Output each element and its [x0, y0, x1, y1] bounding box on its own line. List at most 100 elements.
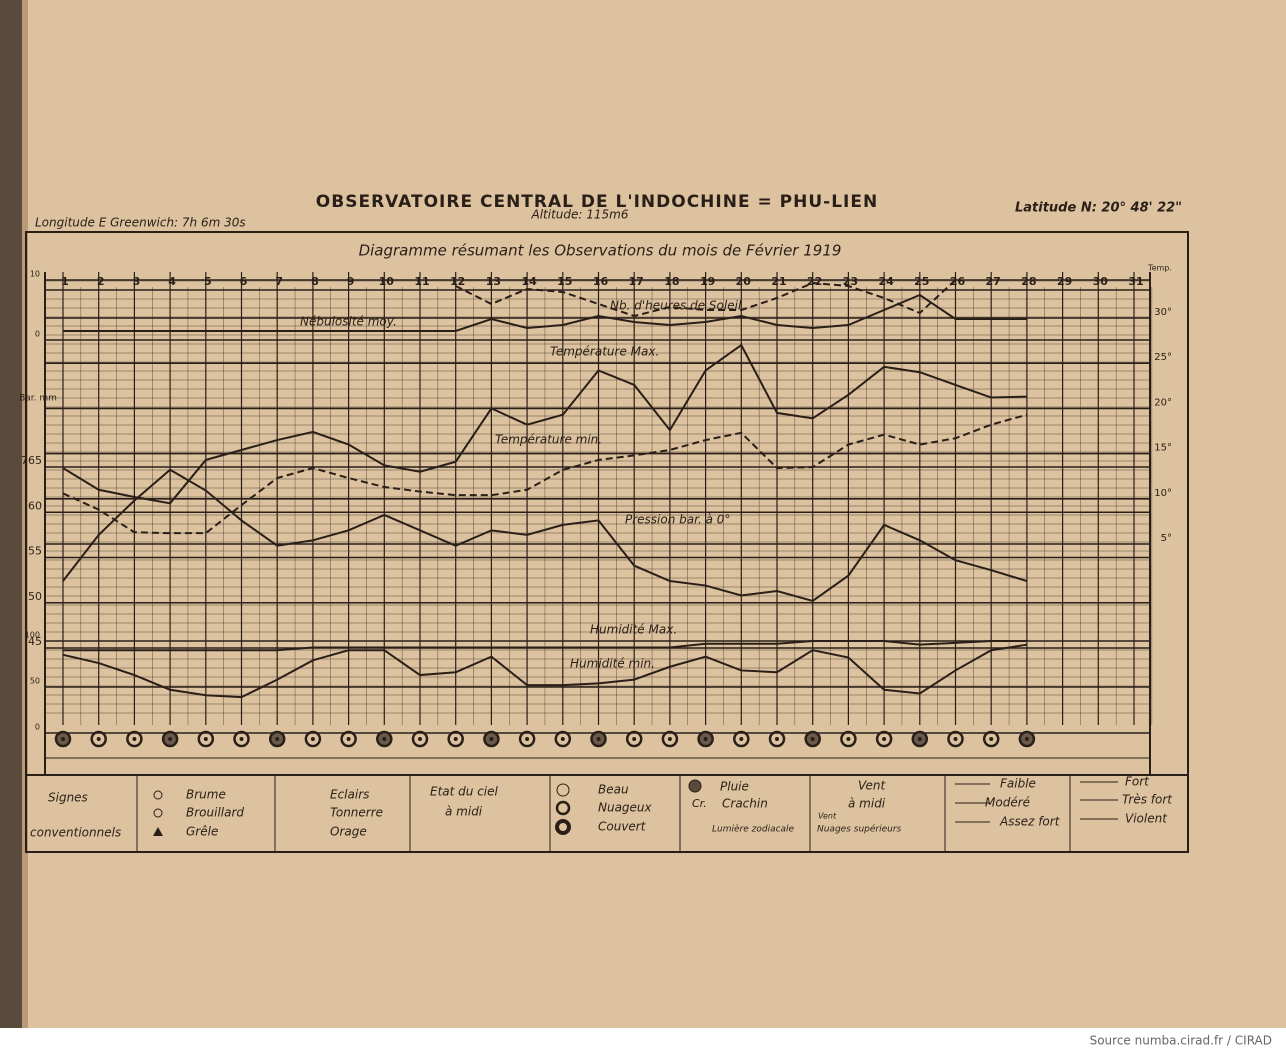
series-line: [62, 643, 1028, 699]
day-label: 23: [843, 275, 858, 288]
sky-symbol: [275, 737, 280, 741]
sky-symbol: [518, 730, 536, 748]
legend-text: Crachin: [722, 797, 768, 811]
sky-symbol: [90, 730, 107, 748]
sky-symbol: [739, 737, 744, 741]
sky-symbol: [310, 737, 315, 741]
legend-text: à midi: [848, 797, 886, 811]
sky-symbol: [382, 737, 387, 741]
sky-symbol: [947, 730, 964, 748]
sky-symbol: [596, 737, 601, 741]
sky-symbol: [775, 737, 779, 741]
sky-symbol: [882, 737, 887, 741]
day-label: 2: [97, 275, 105, 288]
y4-tick-label: 10: [30, 270, 40, 279]
sky-symbol: [418, 737, 422, 741]
sky-symbol: [703, 737, 708, 741]
day-label: 19: [700, 275, 715, 288]
sky-symbol: [239, 737, 244, 741]
day-label: 28: [1021, 275, 1036, 288]
sky-symbol: [197, 730, 215, 748]
altitude: Altitude: 115m6: [531, 208, 629, 222]
day-label: 31: [1128, 275, 1143, 288]
sky-symbol: [203, 737, 208, 741]
longitude: Longitude E Greenwich: 7h 6m 30s: [35, 216, 246, 230]
sky-symbol: [560, 737, 565, 741]
day-label: 15: [557, 275, 572, 288]
series-line: [455, 279, 957, 318]
y-tick-label: 60: [28, 499, 42, 512]
legend-text: Tonnerre: [330, 806, 383, 820]
day-label: 21: [771, 275, 786, 288]
day-label: 6: [240, 275, 248, 288]
legend-text: Nuages supérieurs: [817, 824, 902, 835]
day-label: 7: [275, 275, 283, 288]
y-tick-label: 765: [21, 454, 42, 467]
day-label: 16: [593, 275, 609, 288]
legend-text: Faible: [1000, 777, 1036, 791]
sky-symbol: [632, 737, 637, 741]
sky-symbol: [61, 737, 65, 741]
day-label: 4: [168, 275, 176, 288]
sky-symbol: [96, 737, 101, 741]
legend-text: Lumière zodiacale: [712, 824, 795, 835]
legend-text: Couvert: [598, 820, 647, 834]
legend-text: Beau: [598, 783, 629, 797]
legend-text: Violent: [1125, 812, 1168, 826]
legend-text: Vent: [818, 812, 837, 821]
sym: [556, 783, 570, 797]
day-label: 29: [1057, 275, 1072, 288]
sky-symbol: [840, 730, 857, 748]
sky-symbol: [768, 730, 786, 748]
y2-axis-label: Temp.: [1147, 264, 1172, 273]
day-label: 12: [450, 275, 465, 288]
sky-symbol: [447, 730, 464, 748]
sky-symbol: [982, 730, 1000, 748]
y2-tick-label: 20°: [1154, 397, 1172, 408]
day-label: 14: [521, 275, 537, 288]
series-label: Humidité min.: [570, 657, 655, 671]
series-label: Nébulosité moy.: [300, 315, 397, 329]
series-line: [63, 640, 1027, 652]
sym: [688, 779, 702, 793]
sky-symbol: [989, 737, 994, 741]
sky-symbol: [453, 737, 458, 741]
y2-tick-label: 15°: [1154, 443, 1172, 454]
day-label: 10: [379, 275, 395, 288]
day-label: 22: [807, 275, 822, 288]
sky-symbol: [411, 730, 429, 748]
sym: [153, 790, 163, 800]
day-label: 25: [914, 275, 929, 288]
legend-text: Nuageux: [598, 801, 653, 815]
series-label: Humidité Max.: [590, 623, 677, 637]
legend-text: Etat du ciel: [430, 785, 499, 799]
day-label: 17: [629, 275, 644, 288]
day-label: 20: [736, 275, 752, 288]
sky-symbol: [346, 737, 351, 741]
legend-text: à midi: [445, 805, 483, 819]
series-line: [62, 343, 1027, 505]
sym: [153, 808, 163, 818]
legend-text: Brume: [186, 788, 226, 802]
series-line: [62, 413, 1028, 535]
day-label: 18: [664, 275, 679, 288]
y2-tick-label: 5°: [1161, 533, 1172, 544]
sky-symbol: [846, 737, 851, 741]
sky-symbol: [340, 730, 357, 748]
sky-symbol: [953, 737, 958, 741]
series-label: Nb. d'heures de Soleil: [610, 299, 742, 313]
sym: [153, 827, 163, 836]
sky-symbol: [810, 737, 815, 741]
sky-symbol: [233, 730, 250, 748]
sky-symbol: [625, 730, 643, 748]
y-axis-label: Bar. mm: [19, 394, 57, 404]
y-tick-label: 50: [28, 590, 42, 603]
frame: [25, 231, 1189, 853]
sky-symbol: [304, 730, 322, 748]
y2-tick-label: 30°: [1154, 307, 1172, 318]
day-label: 26: [950, 275, 966, 288]
chart-title: Diagramme résumant les Observations du m…: [359, 242, 842, 260]
y3-tick-label: 0: [35, 723, 40, 732]
